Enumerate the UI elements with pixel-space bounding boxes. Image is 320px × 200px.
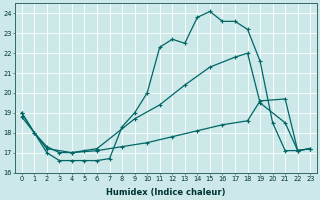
X-axis label: Humidex (Indice chaleur): Humidex (Indice chaleur) [106,188,226,197]
